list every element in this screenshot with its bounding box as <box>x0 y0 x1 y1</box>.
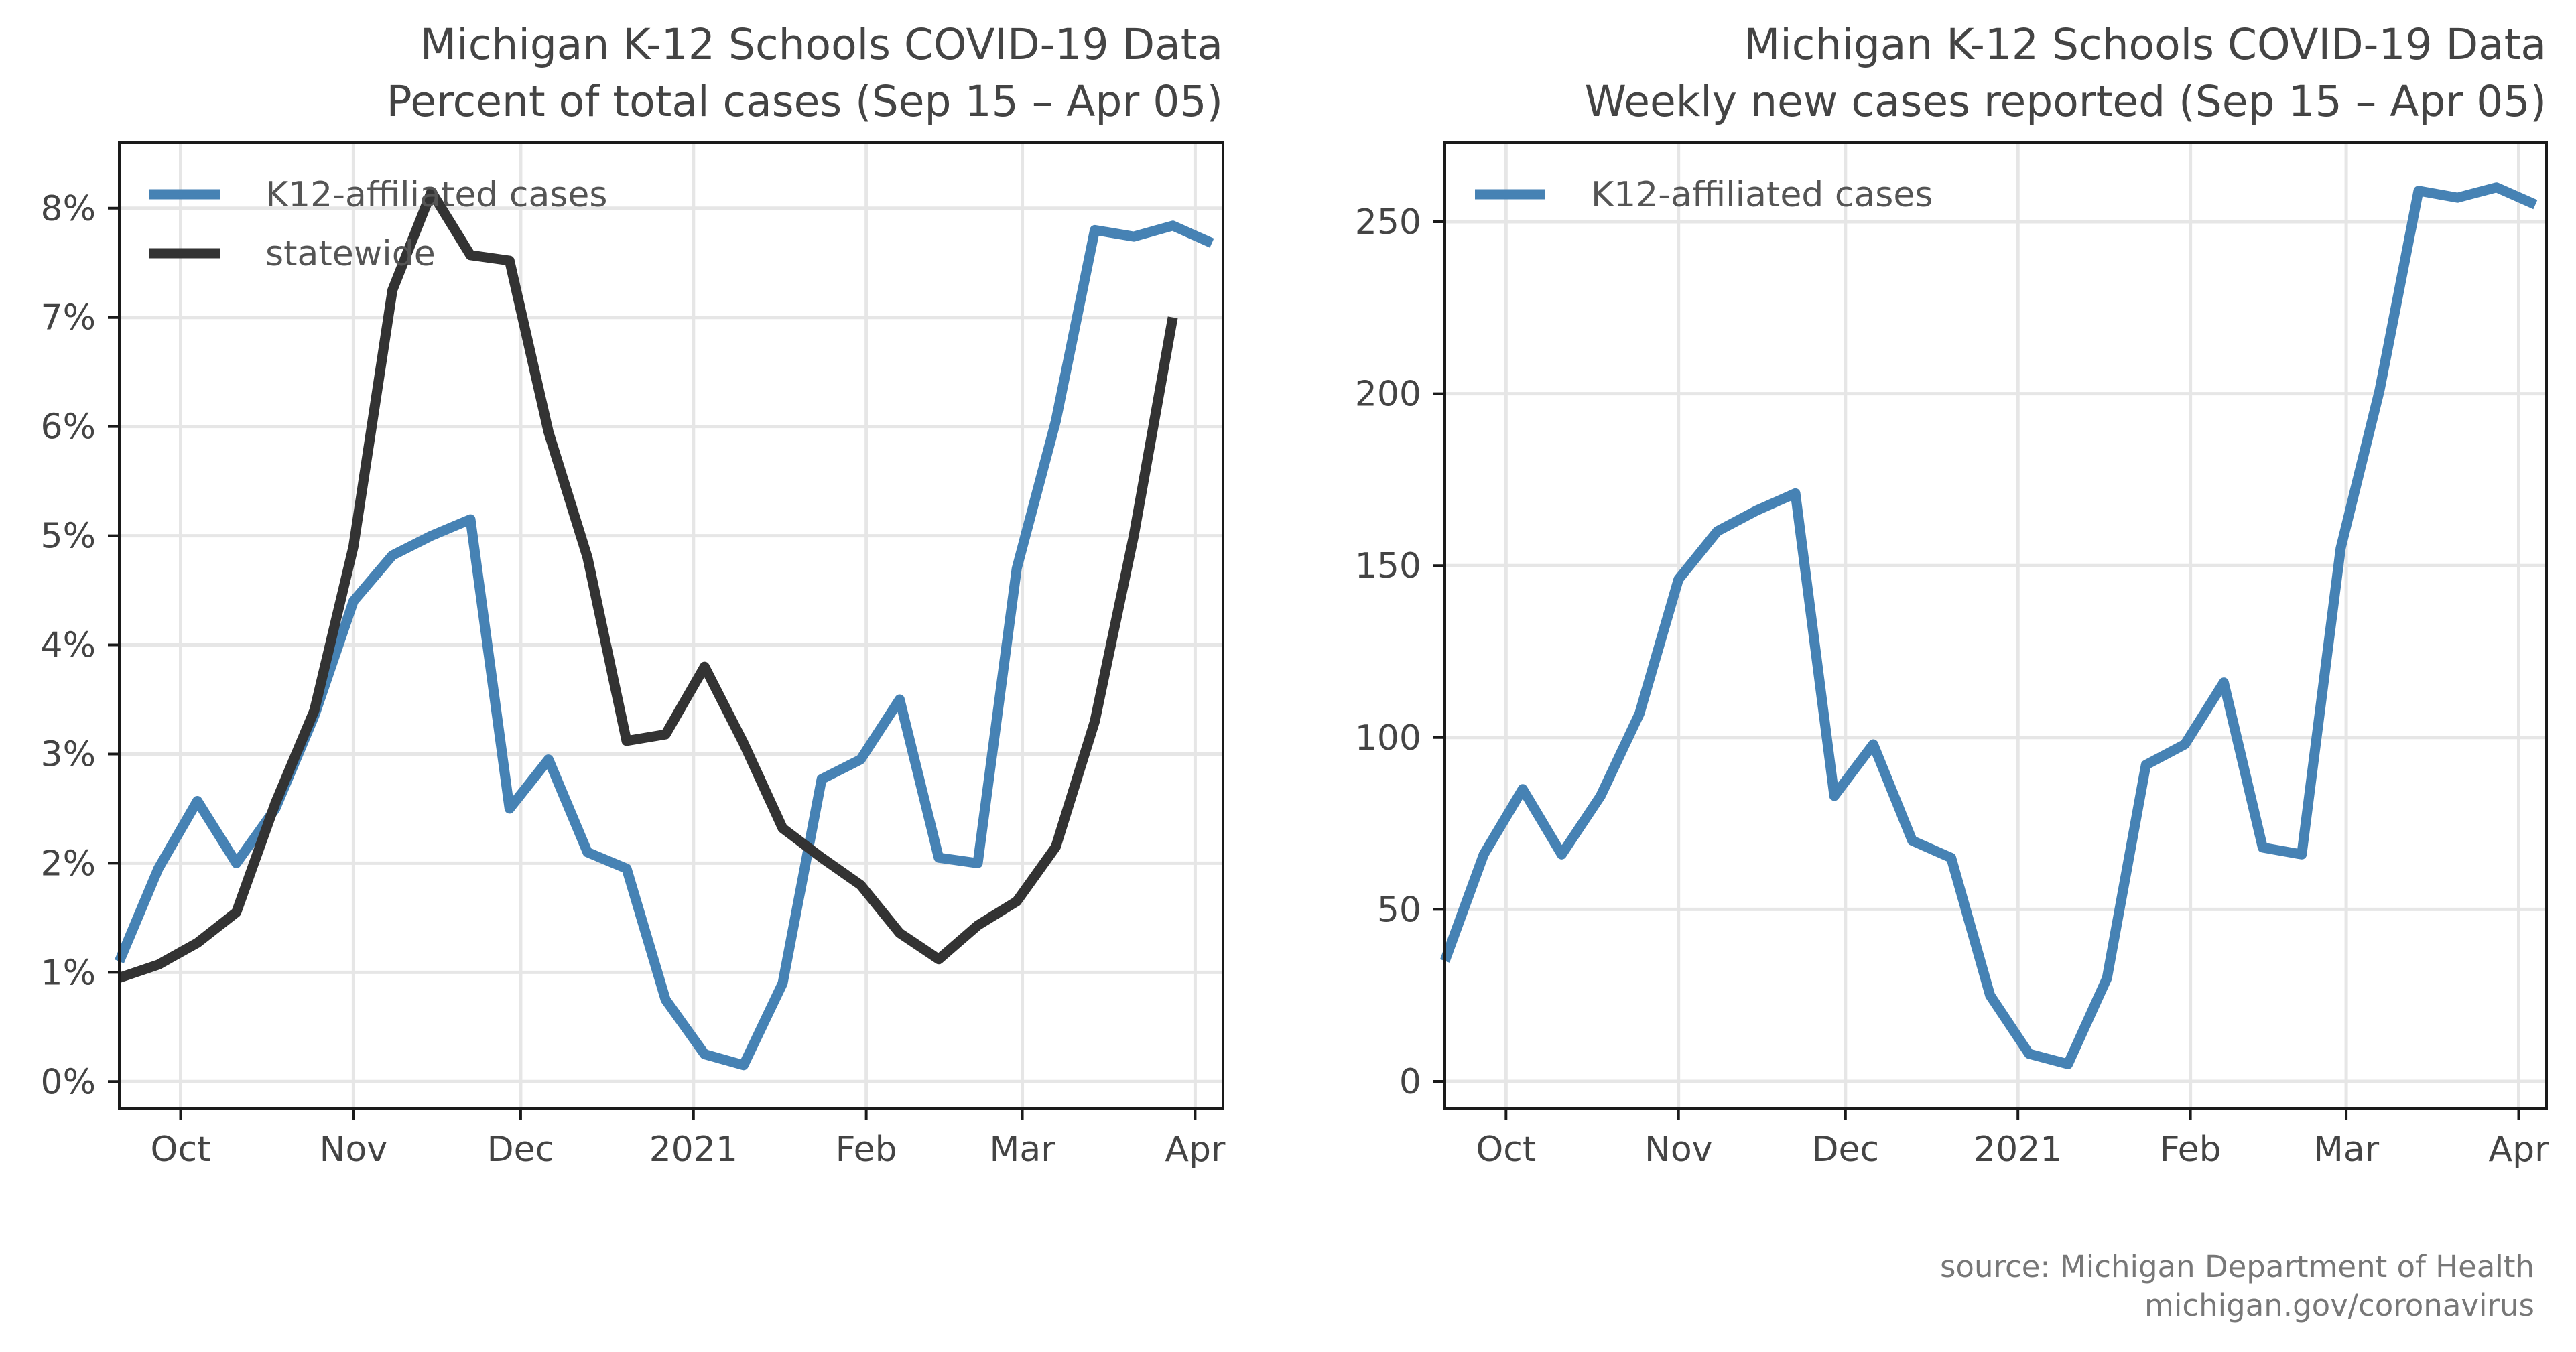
x-tick-label: Nov <box>1645 1130 1713 1170</box>
x-tick-label: Dec <box>487 1130 555 1170</box>
y-tick-label: 50 <box>1377 890 1421 930</box>
legend: K12-affiliated cases <box>1475 175 1933 215</box>
axes: Oct Nov Dec 2021 Feb Mar Apr 0 50 100 150 200 250 <box>1355 141 2550 1170</box>
legend-label: K12-affiliated cases <box>265 175 607 215</box>
series-lines <box>1439 182 2538 1069</box>
plot-frame <box>118 141 1224 1110</box>
y-tick-label: 200 <box>1355 375 1421 415</box>
grid-lines <box>119 143 1223 1109</box>
axes: Oct Nov Dec 2021 Feb Mar Apr 0% 1% 2% 3% 4% 5% 6% 7% 8% <box>41 141 1226 1170</box>
x-tick-label: Mar <box>989 1130 1055 1170</box>
source-credit: source: Michigan Department of Health <box>1940 1249 2534 1284</box>
y-tick-label: 0 <box>1399 1062 1421 1102</box>
x-tick-label: Nov <box>320 1130 388 1170</box>
y-tick-label: 1% <box>41 953 96 993</box>
y-tick-label: 3% <box>41 734 96 774</box>
x-tick-label: Apr <box>1165 1130 1226 1170</box>
weekly-cases-chart: Michigan K-12 Schools COVID-19 Data Week… <box>1355 20 2549 1170</box>
x-tick-label: Oct <box>1476 1130 1536 1170</box>
y-tick-label: 5% <box>41 517 96 557</box>
source-url: michigan.gov/coronavirus <box>2144 1288 2534 1323</box>
y-tick-label: 150 <box>1355 546 1421 586</box>
x-tick-label: Feb <box>836 1130 897 1170</box>
x-tick-label: Oct <box>151 1130 211 1170</box>
chart-title: Michigan K-12 Schools COVID-19 Data <box>420 20 1223 69</box>
y-tick-label: 8% <box>41 189 96 229</box>
x-tick-label: Mar <box>2313 1130 2380 1170</box>
grid-lines <box>1445 143 2547 1109</box>
legend-label: K12-affiliated cases <box>1591 175 1933 215</box>
plot-frame <box>1443 141 2548 1110</box>
y-tick-label: 7% <box>41 298 96 338</box>
x-tick-label: Dec <box>1812 1130 1880 1170</box>
legend: K12-affiliated cases statewide <box>149 175 607 274</box>
y-tick-label: 2% <box>41 843 96 884</box>
series-line-statewide <box>117 186 1178 983</box>
legend-label: statewide <box>265 234 436 274</box>
x-tick-label: 2021 <box>649 1130 738 1170</box>
y-tick-label: 4% <box>41 626 96 666</box>
x-tick-label: Apr <box>2489 1130 2550 1170</box>
y-tick-label: 100 <box>1355 718 1421 758</box>
x-tick-label: 2021 <box>1974 1130 2062 1170</box>
chart-title: Michigan K-12 Schools COVID-19 Data <box>1744 20 2547 69</box>
series-line-k12 <box>1439 182 2538 1069</box>
y-tick-label: 6% <box>41 407 96 448</box>
y-tick-label: 250 <box>1355 202 1421 243</box>
x-tick-label: Feb <box>2160 1130 2221 1170</box>
series-lines <box>115 186 1214 1071</box>
percent-cases-chart: Michigan K-12 Schools COVID-19 Data Perc… <box>41 20 1226 1170</box>
chart-subtitle: Weekly new cases reported (Sep 15 – Apr … <box>1585 77 2547 126</box>
y-tick-label: 0% <box>41 1062 96 1102</box>
chart-subtitle: Percent of total cases (Sep 15 – Apr 05) <box>387 77 1223 126</box>
